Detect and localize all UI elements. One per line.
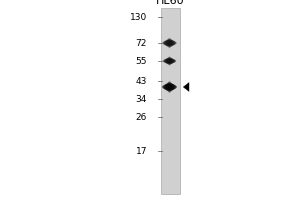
- Ellipse shape: [168, 81, 171, 93]
- Ellipse shape: [164, 83, 175, 91]
- Polygon shape: [183, 83, 189, 91]
- Ellipse shape: [165, 57, 173, 65]
- Ellipse shape: [164, 40, 175, 46]
- Ellipse shape: [167, 57, 172, 65]
- Text: 43: 43: [136, 76, 147, 86]
- Ellipse shape: [165, 83, 174, 91]
- Ellipse shape: [162, 84, 177, 90]
- Text: HL60: HL60: [156, 0, 184, 6]
- Ellipse shape: [167, 82, 172, 92]
- Text: 26: 26: [136, 112, 147, 121]
- Ellipse shape: [166, 39, 173, 47]
- Ellipse shape: [166, 82, 173, 92]
- Ellipse shape: [167, 56, 172, 66]
- Ellipse shape: [168, 56, 171, 66]
- Ellipse shape: [167, 81, 172, 93]
- Text: 55: 55: [136, 56, 147, 66]
- Text: 130: 130: [130, 12, 147, 21]
- Ellipse shape: [162, 40, 177, 46]
- Text: 72: 72: [136, 38, 147, 47]
- Ellipse shape: [163, 84, 176, 90]
- Ellipse shape: [169, 80, 170, 94]
- Ellipse shape: [164, 58, 175, 64]
- Ellipse shape: [165, 39, 174, 47]
- Bar: [160, 8, 180, 194]
- Text: 34: 34: [136, 95, 147, 104]
- Ellipse shape: [164, 83, 175, 91]
- Ellipse shape: [167, 38, 172, 48]
- Ellipse shape: [164, 39, 175, 47]
- Ellipse shape: [164, 58, 175, 64]
- Ellipse shape: [167, 38, 172, 48]
- Ellipse shape: [168, 38, 171, 48]
- Text: 17: 17: [136, 146, 147, 156]
- Ellipse shape: [165, 58, 174, 64]
- Ellipse shape: [163, 40, 176, 46]
- Ellipse shape: [166, 57, 173, 65]
- Ellipse shape: [163, 59, 176, 63]
